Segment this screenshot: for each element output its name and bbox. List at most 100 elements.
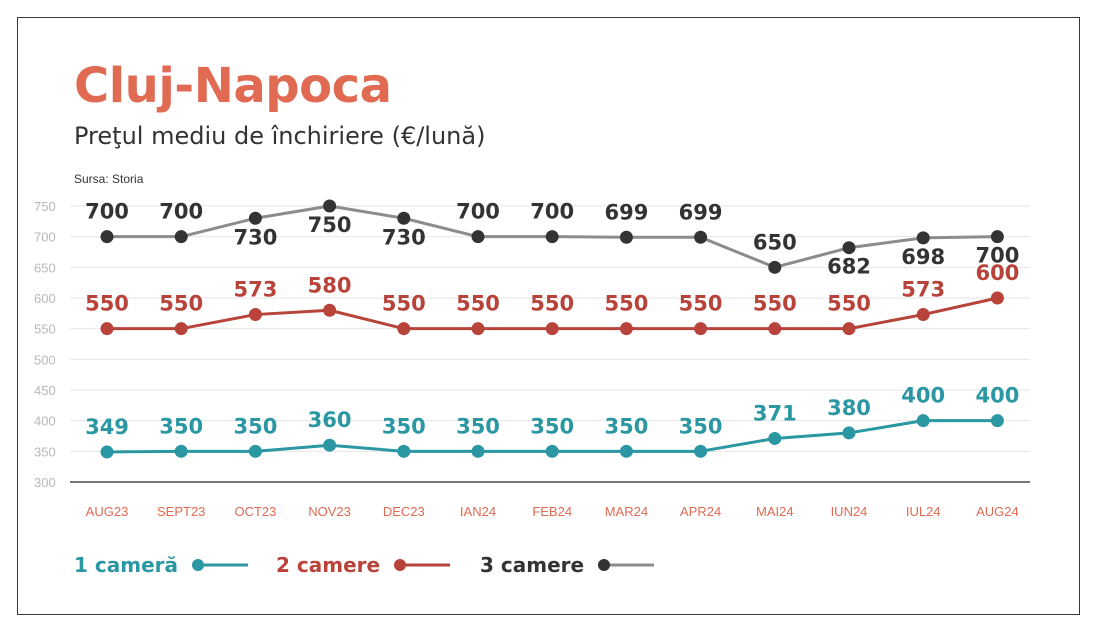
data-point xyxy=(990,291,1004,305)
y-tick-label: 500 xyxy=(34,352,56,367)
y-tick-label: 550 xyxy=(34,322,56,337)
data-label: 550 xyxy=(753,292,797,316)
data-point xyxy=(397,322,411,336)
data-point xyxy=(397,444,411,458)
data-point xyxy=(768,260,782,274)
data-point xyxy=(100,445,114,459)
data-label: 700 xyxy=(159,200,203,224)
y-tick-label: 600 xyxy=(34,291,56,306)
data-label: 650 xyxy=(753,230,797,254)
data-point xyxy=(545,444,559,458)
data-point xyxy=(990,414,1004,428)
y-tick-label: 700 xyxy=(34,230,56,245)
legend-swatch-3-camere xyxy=(598,559,655,571)
data-point xyxy=(916,414,930,428)
data-label: 360 xyxy=(308,408,352,432)
data-label: 550 xyxy=(456,292,500,316)
data-point xyxy=(545,230,559,244)
y-tick-label: 450 xyxy=(34,383,56,398)
data-label: 400 xyxy=(975,384,1019,408)
data-point xyxy=(694,230,708,244)
data-point xyxy=(842,241,856,255)
data-label: 380 xyxy=(827,396,871,420)
data-label: 350 xyxy=(456,414,500,438)
data-label: 580 xyxy=(308,273,352,297)
data-point xyxy=(100,230,114,244)
data-point xyxy=(768,431,782,445)
data-label: 550 xyxy=(85,292,129,316)
data-label: 699 xyxy=(604,200,648,224)
x-tick-label: FEB24 xyxy=(532,504,572,519)
data-point xyxy=(842,322,856,336)
data-point xyxy=(619,322,633,336)
data-label: 350 xyxy=(159,414,203,438)
data-point xyxy=(768,322,782,336)
data-labels: 349 350 350 360 350 350 350 350 350 371 380 400 400 5… xyxy=(85,200,1019,439)
data-label: 349 xyxy=(85,415,129,439)
data-point xyxy=(990,230,1004,244)
data-point xyxy=(619,444,633,458)
data-label: 350 xyxy=(382,414,426,438)
data-label: 550 xyxy=(604,292,648,316)
data-label: 550 xyxy=(159,292,203,316)
chart-title: Cluj-Napoca xyxy=(74,58,392,114)
x-tick-label: SEPT23 xyxy=(157,504,205,519)
legend-item-1-camera: 1 cameră xyxy=(74,552,250,578)
data-point xyxy=(323,303,337,317)
x-tick-label: IUN24 xyxy=(831,504,868,519)
data-label: 699 xyxy=(679,200,723,224)
data-label: 682 xyxy=(827,255,871,279)
data-label: 750 xyxy=(308,213,352,237)
series-lines xyxy=(100,199,1004,459)
series-1 xyxy=(100,414,1004,459)
data-point xyxy=(323,438,337,452)
data-label: 700 xyxy=(975,244,1019,268)
data-point xyxy=(471,322,485,336)
legend-item-3-camere: 3 camere xyxy=(480,552,656,578)
legend-swatch-2-camere xyxy=(394,559,451,571)
y-tick-label: 750 xyxy=(34,199,56,214)
y-tick-label: 650 xyxy=(34,260,56,275)
data-label: 700 xyxy=(530,200,574,224)
data-label: 573 xyxy=(233,278,277,302)
x-tick-labels: AUG23 SEPT23 OCT23 NOV23 DEC23 IAN24 FEB24 MAR2… xyxy=(86,504,1019,519)
x-tick-label: AUG24 xyxy=(976,504,1019,519)
legend-label-2-camere: 2 camere xyxy=(276,553,381,577)
x-tick-label: MAR24 xyxy=(605,504,648,519)
data-point xyxy=(174,230,188,244)
x-tick-label: OCT23 xyxy=(234,504,276,519)
gridlines xyxy=(70,205,1030,483)
data-label: 700 xyxy=(456,200,500,224)
legend-swatch-1-camera xyxy=(192,559,248,571)
data-point xyxy=(397,211,411,225)
data-label: 371 xyxy=(753,401,797,425)
x-tick-label: IUL24 xyxy=(906,504,941,519)
data-label: 550 xyxy=(382,292,426,316)
data-point xyxy=(100,322,114,336)
data-label: 400 xyxy=(901,384,945,408)
x-tick-label: MAI24 xyxy=(756,504,794,519)
y-tick-label: 350 xyxy=(34,444,56,459)
data-label: 600 xyxy=(975,261,1019,285)
x-tick-label: AUG23 xyxy=(86,504,129,519)
data-point xyxy=(842,426,856,440)
data-label: 698 xyxy=(901,245,945,269)
series-2 xyxy=(100,291,1004,336)
data-point xyxy=(174,444,188,458)
data-label: 700 xyxy=(85,200,129,224)
data-label: 730 xyxy=(233,225,277,249)
y-tick-label: 300 xyxy=(34,475,56,490)
y-tick-label: 400 xyxy=(34,414,56,429)
data-label: 730 xyxy=(382,225,426,249)
data-point xyxy=(471,230,485,244)
data-label: 350 xyxy=(233,414,277,438)
data-point xyxy=(471,444,485,458)
data-label: 550 xyxy=(827,292,871,316)
data-point xyxy=(545,322,559,336)
x-tick-label: APR24 xyxy=(680,504,721,519)
data-label: 350 xyxy=(679,414,723,438)
x-tick-label: IAN24 xyxy=(460,504,496,519)
data-label: 350 xyxy=(530,414,574,438)
data-label: 550 xyxy=(679,292,723,316)
data-label: 350 xyxy=(604,414,648,438)
